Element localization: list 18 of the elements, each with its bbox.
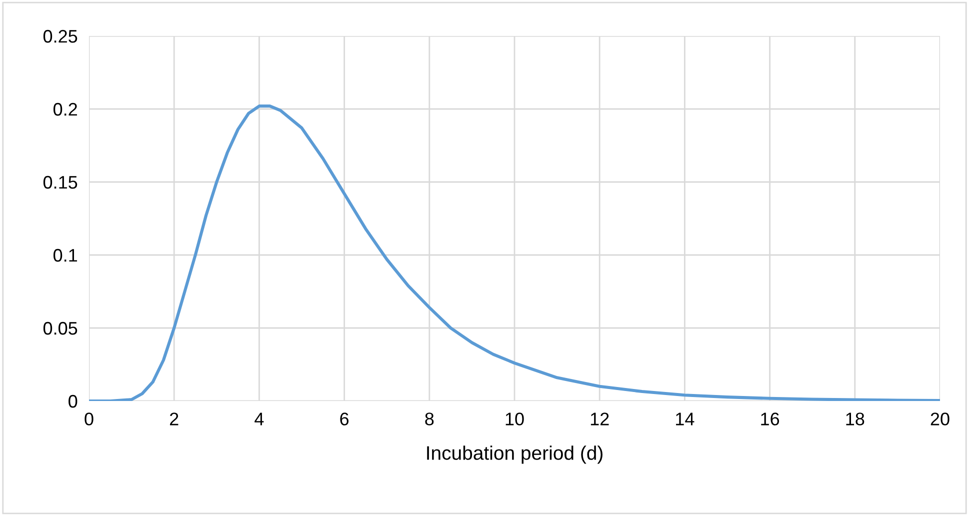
y-tick-label: 0.2 bbox=[53, 102, 77, 116]
x-tick-label: 18 bbox=[846, 412, 864, 426]
x-tick-label: 0 bbox=[84, 412, 94, 426]
x-tick-label: 4 bbox=[254, 412, 264, 426]
x-tick-label: 12 bbox=[590, 412, 609, 426]
x-tick-label: 6 bbox=[340, 412, 349, 426]
y-tick-label: 0 bbox=[68, 394, 78, 408]
x-tick-label: 2 bbox=[170, 412, 178, 426]
y-tick-label: 0.1 bbox=[53, 248, 78, 262]
y-tick-label: 0.25 bbox=[43, 30, 78, 43]
x-tick-label: 10 bbox=[506, 412, 524, 426]
y-tick-label: 0.15 bbox=[43, 176, 78, 189]
x-tick-label: 16 bbox=[761, 412, 780, 426]
x-tick-label: 14 bbox=[676, 412, 694, 426]
x-axis-title: Incubation period (d) bbox=[427, 446, 602, 464]
y-tick-label: 0.05 bbox=[43, 322, 78, 335]
x-tick-label: 20 bbox=[930, 412, 950, 426]
x-tick-label: 8 bbox=[425, 412, 434, 426]
